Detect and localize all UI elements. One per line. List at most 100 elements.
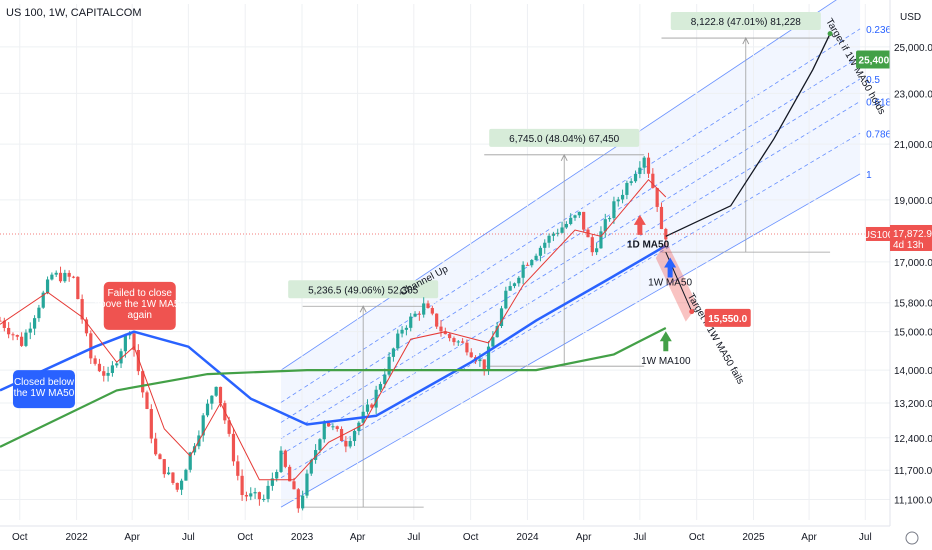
- candle-body: [11, 334, 15, 336]
- candle-body: [607, 218, 612, 220]
- x-axis-bg: [0, 526, 932, 550]
- x-tick-label: Apr: [801, 532, 817, 543]
- candle-body: [521, 264, 525, 278]
- channel-level-line: [280, 132, 861, 479]
- target-up-dot: [827, 31, 833, 37]
- candle-body: [655, 187, 659, 207]
- candle-body: [67, 272, 71, 277]
- candle-body: [651, 173, 655, 188]
- y-tick-label: 23,000.0: [894, 89, 932, 100]
- y-tick-label: 21,000.0: [894, 140, 932, 151]
- candle-body: [348, 441, 352, 447]
- measure-label-2: 8,122.8 (47.01%) 81,228: [691, 17, 802, 28]
- candle-body: [136, 349, 140, 372]
- candle-body: [530, 260, 534, 266]
- candle-body: [413, 313, 417, 317]
- candle-body: [93, 358, 97, 364]
- candle-body: [469, 352, 473, 358]
- arrow-1d-ma50: [633, 214, 646, 235]
- candle-body: [115, 363, 119, 366]
- symbol-tag-box: [866, 226, 890, 241]
- candle-body: [270, 478, 274, 486]
- candle-body: [417, 313, 421, 315]
- candle-body: [659, 206, 664, 230]
- candle-body: [335, 426, 339, 429]
- candle-body: [110, 365, 115, 373]
- y-tick-label: 11,100.0: [894, 496, 932, 507]
- series-1w-ma100: [0, 327, 667, 448]
- x-tick-label: 2025: [742, 532, 765, 543]
- series-1w-ma50: [0, 244, 667, 426]
- candle-body: [171, 472, 175, 483]
- candle-body: [158, 454, 162, 460]
- candle-body: [400, 329, 404, 334]
- candle-body: [231, 433, 236, 462]
- candle-body: [344, 440, 348, 447]
- y-tick-label: 12,400.0: [894, 434, 932, 445]
- last-price-box: [890, 224, 932, 251]
- candle-body: [179, 480, 184, 490]
- measure-label-box: [670, 12, 821, 31]
- candle-body: [54, 272, 58, 275]
- candle-body: [512, 283, 517, 287]
- candle-body: [236, 461, 240, 476]
- candle-body: [616, 199, 620, 202]
- x-tick-label: Apr: [124, 532, 140, 543]
- candle-body: [517, 277, 521, 284]
- candles: [0, 152, 668, 513]
- channel-level-line: [280, 0, 837, 371]
- candle-body: [2, 320, 6, 328]
- candle-body: [132, 333, 136, 350]
- y-tick-label: 25,000.0: [894, 43, 932, 54]
- candle-body: [365, 404, 370, 412]
- candle-body: [339, 428, 344, 441]
- candle-body: [448, 334, 452, 339]
- candle-body: [32, 318, 37, 329]
- candle-body: [322, 422, 326, 440]
- candle-body: [435, 313, 439, 327]
- blue-callout-text: Closed below the 1W MA50: [14, 377, 75, 399]
- candle-body: [279, 450, 283, 472]
- candle-body: [249, 493, 253, 497]
- candle-body: [262, 498, 266, 500]
- measure-label-1: 6,745.0 (48.04%) 67,450: [509, 134, 620, 145]
- channel-level-label: 1: [866, 170, 872, 181]
- label-1d-ma50: 1D MA50: [627, 239, 670, 250]
- candle-body: [58, 272, 63, 282]
- candle-body: [154, 438, 158, 455]
- candle-body: [50, 274, 54, 280]
- candle-body: [422, 303, 426, 315]
- candle-body: [426, 303, 430, 309]
- candle-body: [296, 489, 300, 509]
- candle-body: [175, 482, 179, 490]
- x-tick-label: 2023: [291, 532, 314, 543]
- channel-level-label: 0.5: [866, 75, 880, 86]
- channel-level-line: [280, 56, 861, 423]
- target-down-price-box: [704, 308, 751, 327]
- candle-body: [331, 426, 335, 428]
- candle-body: [288, 466, 292, 482]
- x-tick-label: Oct: [12, 532, 28, 543]
- candle-body: [119, 351, 123, 364]
- candle-body: [573, 215, 577, 218]
- candle-body: [145, 392, 149, 409]
- candle-body: [603, 219, 607, 232]
- candle-body: [430, 308, 434, 314]
- candle-body: [227, 420, 231, 434]
- candle-body: [534, 255, 538, 261]
- candle-body: [201, 415, 205, 436]
- candle-body: [404, 327, 408, 330]
- candle-body: [538, 247, 543, 256]
- candle-body: [97, 363, 102, 372]
- red-callout-box: [103, 281, 176, 330]
- candle-body: [439, 326, 443, 332]
- candle-body: [560, 227, 564, 233]
- candle-body: [664, 229, 668, 240]
- candle-body: [391, 348, 396, 357]
- channel-level-label: 0.236: [866, 25, 891, 36]
- candle-body: [387, 356, 391, 375]
- target-down-dot: [689, 309, 695, 315]
- y-tick-label: 14,000.0: [894, 366, 932, 377]
